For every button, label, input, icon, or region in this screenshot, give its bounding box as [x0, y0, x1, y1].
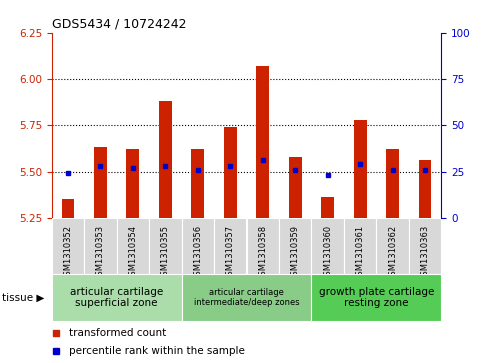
Text: GSM1310352: GSM1310352	[64, 225, 72, 281]
Bar	[94, 147, 107, 218]
Bar	[191, 149, 204, 218]
Bar	[376, 218, 409, 274]
Bar	[181, 274, 312, 321]
Text: GSM1310356: GSM1310356	[193, 225, 202, 281]
Text: GSM1310355: GSM1310355	[161, 225, 170, 281]
Bar	[126, 149, 140, 218]
Text: tissue ▶: tissue ▶	[2, 293, 45, 303]
Text: articular cartilage
superficial zone: articular cartilage superficial zone	[70, 287, 163, 309]
Text: GSM1310354: GSM1310354	[128, 225, 138, 281]
Bar	[62, 199, 74, 218]
Bar	[117, 218, 149, 274]
Text: GSM1310361: GSM1310361	[355, 225, 365, 281]
Text: percentile rank within the sample: percentile rank within the sample	[70, 346, 245, 356]
Bar	[409, 218, 441, 274]
Bar	[344, 218, 376, 274]
Bar	[52, 218, 84, 274]
Bar	[256, 66, 269, 218]
Text: articular cartilage
intermediate/deep zones: articular cartilage intermediate/deep zo…	[194, 288, 299, 307]
Bar	[321, 197, 334, 218]
Bar	[84, 218, 117, 274]
Bar	[214, 218, 246, 274]
Bar	[181, 218, 214, 274]
Text: GSM1310363: GSM1310363	[421, 225, 429, 281]
Bar	[353, 120, 367, 218]
Bar	[312, 218, 344, 274]
Text: GSM1310358: GSM1310358	[258, 225, 267, 281]
Text: GSM1310360: GSM1310360	[323, 225, 332, 281]
Bar	[159, 101, 172, 218]
Bar	[149, 218, 181, 274]
Bar	[419, 160, 431, 218]
Bar	[289, 157, 302, 218]
Text: GSM1310362: GSM1310362	[388, 225, 397, 281]
Text: GDS5434 / 10724242: GDS5434 / 10724242	[52, 17, 186, 30]
Bar	[279, 218, 312, 274]
Bar	[312, 274, 441, 321]
Text: growth plate cartilage
resting zone: growth plate cartilage resting zone	[318, 287, 434, 309]
Bar	[224, 127, 237, 218]
Text: transformed count: transformed count	[70, 328, 167, 338]
Text: GSM1310353: GSM1310353	[96, 225, 105, 281]
Bar	[386, 149, 399, 218]
Text: GSM1310359: GSM1310359	[291, 225, 300, 281]
Text: GSM1310357: GSM1310357	[226, 225, 235, 281]
Bar	[52, 274, 181, 321]
Bar	[246, 218, 279, 274]
